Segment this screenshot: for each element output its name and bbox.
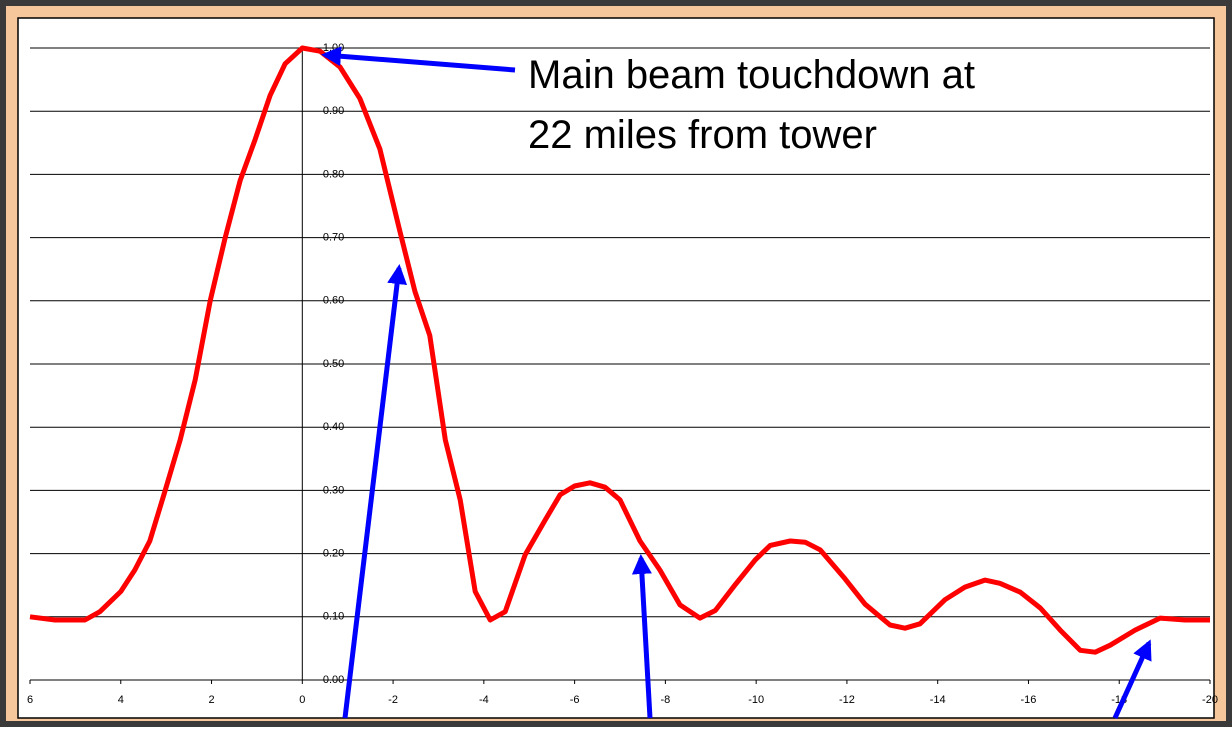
y-tick-label: 0.90 [323,105,344,117]
grid: 0.00 0.10 0.20 0.30 0.40 0.50 0.60 0.70 0.80 0.90… [27,42,1218,706]
x-tick-label: -10 [748,694,764,706]
arrow [342,264,408,719]
x-tick-label: 2 [208,694,214,706]
y-tick-label: 0.20 [323,548,344,560]
y-tick-label: 0.50 [323,358,344,370]
annotation-line: 22 miles from tower [528,113,877,157]
x-tick-label: 4 [118,694,124,706]
arrow [321,46,516,73]
y-tick-label: 0.00 [323,674,344,686]
arrows [321,46,1152,720]
line-series [29,45,1210,655]
y-tick-label: 0.70 [323,232,344,244]
arrow [1112,639,1152,720]
x-tick-label: -16 [1021,694,1037,706]
y-tick-label: 0.40 [323,421,344,433]
arrow [631,554,653,719]
x-tick-label: -4 [479,694,489,706]
marks [29,45,1210,655]
y-tick-label: 1.00 [323,42,344,54]
x-tick-label: -2 [388,694,398,706]
x-tick-label: -14 [930,694,946,706]
x-tick-label: 6 [27,694,33,706]
y-tick-label: 0.30 [323,484,344,496]
x-tick-label: -6 [570,694,580,706]
x-tick-label: -12 [839,694,855,706]
y-tick-label: 0.10 [323,611,344,623]
plot-background [17,17,1215,719]
x-tick-label: 0 [299,694,305,706]
x-tick-label: -8 [660,694,670,706]
y-tick-label: 0.80 [323,168,344,180]
x-tick-label: -20 [1202,694,1218,706]
y-tick-label: 0.60 [323,295,344,307]
annotation-line: Main beam touchdown at [528,53,975,97]
